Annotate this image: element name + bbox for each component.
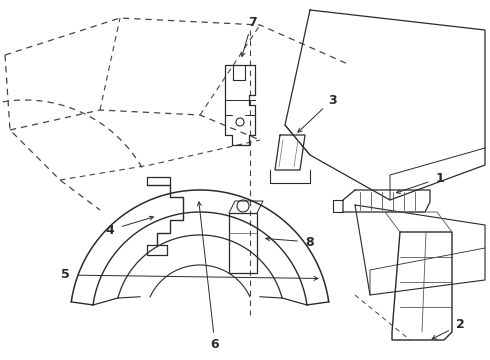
Text: 6: 6 xyxy=(211,338,220,351)
Text: 2: 2 xyxy=(456,319,465,332)
Text: 8: 8 xyxy=(306,235,314,248)
Text: 5: 5 xyxy=(61,269,70,282)
Text: 1: 1 xyxy=(436,171,444,185)
Text: 7: 7 xyxy=(247,15,256,28)
Text: 3: 3 xyxy=(328,94,336,107)
Text: 4: 4 xyxy=(106,224,114,237)
